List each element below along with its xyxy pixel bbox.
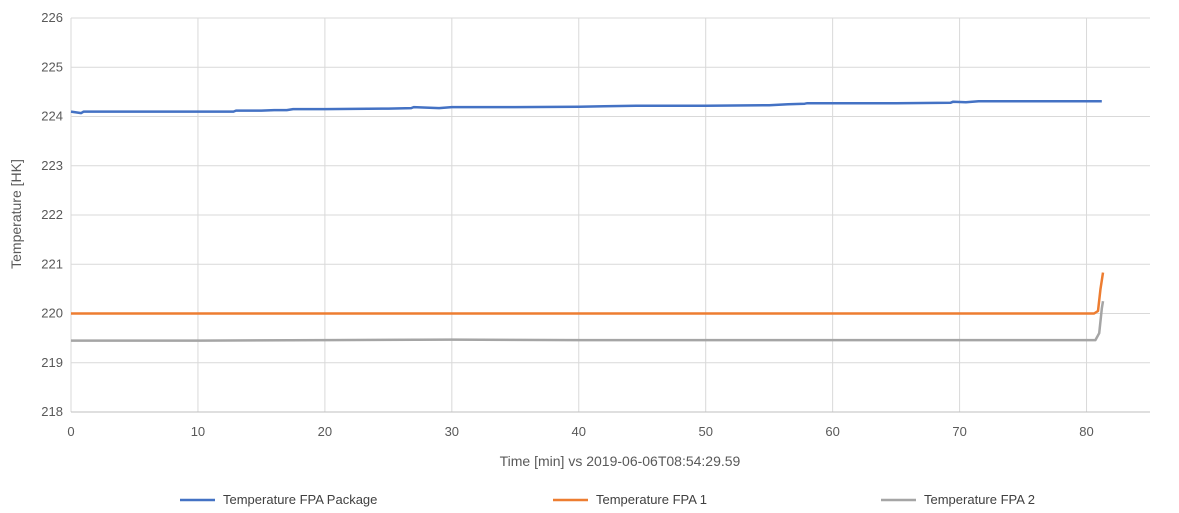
gridlines — [70, 17, 1150, 413]
series-line-3 — [71, 300, 1105, 342]
x-tick-label: 70 — [952, 424, 966, 439]
x-tick-label: 60 — [825, 424, 839, 439]
y-tick-label: 222 — [41, 207, 63, 222]
x-tick-label: 0 — [67, 424, 74, 439]
y-tick-label: 225 — [41, 59, 63, 74]
x-axis-title: Time [min] vs 2019-06-06T08:54:29.59 — [500, 453, 741, 469]
x-tick-label: 20 — [318, 424, 332, 439]
y-tick-label: 226 — [41, 10, 63, 25]
y-axis-title: Temperature [HK] — [8, 159, 24, 269]
x-tick-label: 30 — [445, 424, 459, 439]
x-tick-label: 40 — [572, 424, 586, 439]
x-tick-label: 80 — [1079, 424, 1093, 439]
x-tick-label: 10 — [191, 424, 205, 439]
series-line-2 — [71, 272, 1105, 315]
y-tick-label: 220 — [41, 306, 63, 321]
legend-label: Temperature FPA 2 — [924, 492, 1035, 507]
y-tick-label: 218 — [41, 404, 63, 419]
y-tick-label: 219 — [41, 355, 63, 370]
y-tick-label: 221 — [41, 256, 63, 271]
legend-label: Temperature FPA Package — [223, 492, 377, 507]
axes: 218 219 220 221 222 223 224 225 226 0 10 20 30 40 50 60… — [41, 10, 1150, 439]
legend-item: Temperature FPA 1 — [553, 492, 707, 507]
series-lines — [70, 99, 1105, 342]
legend-item: Temperature FPA 2 — [881, 492, 1035, 507]
legend: Temperature FPA Package Temperature FPA 1… — [180, 492, 1035, 507]
y-tick-label: 223 — [41, 158, 63, 173]
legend-item: Temperature FPA Package — [180, 492, 377, 507]
legend-label: Temperature FPA 1 — [596, 492, 707, 507]
y-tick-label: 224 — [41, 109, 63, 124]
series-line-1 — [70, 99, 1102, 115]
x-tick-label: 50 — [698, 424, 712, 439]
